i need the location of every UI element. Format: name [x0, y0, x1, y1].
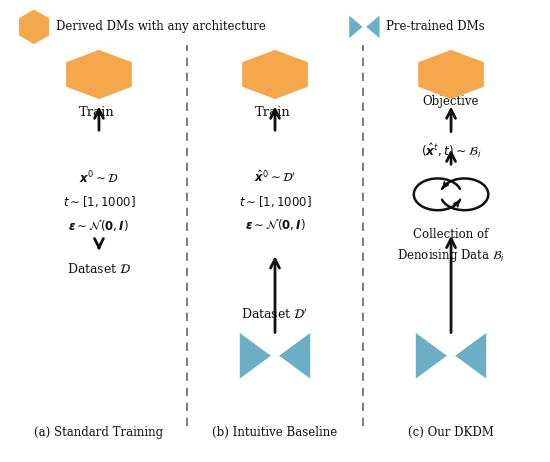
Text: (a) Standard Training: (a) Standard Training	[35, 426, 163, 439]
Text: Train: Train	[79, 106, 114, 120]
Text: Train: Train	[255, 106, 290, 120]
Polygon shape	[240, 333, 271, 378]
Text: Collection of
Denoising Data $\mathcal{B}_i$: Collection of Denoising Data $\mathcal{B…	[397, 228, 505, 264]
Text: Dataset $\mathcal{D}$: Dataset $\mathcal{D}$	[67, 262, 131, 276]
Text: Pre-trained DMs: Pre-trained DMs	[386, 20, 485, 33]
Polygon shape	[66, 50, 132, 99]
Text: $\hat{\boldsymbol{x}}^0{\sim}\mathcal{D}'$
$t{\sim}[1,1000]$
$\boldsymbol{\epsil: $\hat{\boldsymbol{x}}^0{\sim}\mathcal{D}…	[239, 170, 311, 232]
Polygon shape	[418, 50, 484, 99]
Text: Derived DMs with any architecture: Derived DMs with any architecture	[56, 20, 266, 33]
Polygon shape	[19, 10, 49, 44]
Polygon shape	[349, 16, 362, 38]
Polygon shape	[455, 333, 486, 378]
Text: (b) Intuitive Baseline: (b) Intuitive Baseline	[212, 426, 338, 439]
Polygon shape	[279, 333, 310, 378]
Text: DKDM
Objective: DKDM Objective	[423, 79, 479, 108]
Text: $\boldsymbol{x}^0{\sim}\mathcal{D}$
$t{\sim}[1,1000]$
$\boldsymbol{\epsilon}{\si: $\boldsymbol{x}^0{\sim}\mathcal{D}$ $t{\…	[63, 170, 135, 233]
Polygon shape	[366, 16, 379, 38]
Polygon shape	[242, 50, 308, 99]
Polygon shape	[416, 333, 447, 378]
Text: $(\hat{\boldsymbol{x}}^t,t){\sim}\mathcal{B}_i$: $(\hat{\boldsymbol{x}}^t,t){\sim}\mathca…	[421, 142, 481, 160]
Text: Dataset $\mathcal{D}'$: Dataset $\mathcal{D}'$	[241, 307, 309, 322]
Text: (c) Our DKDM: (c) Our DKDM	[408, 426, 494, 439]
